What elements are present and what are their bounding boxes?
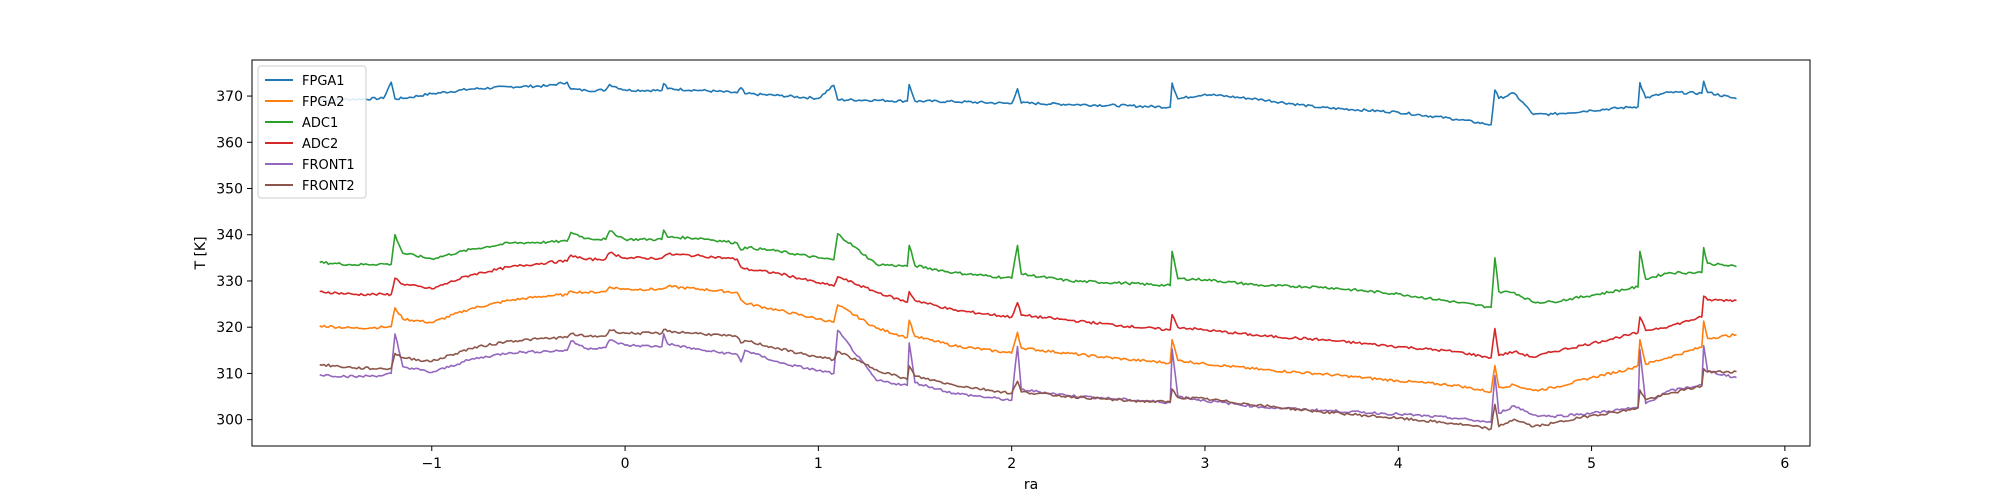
x-tick-label: 6 xyxy=(1780,456,1789,472)
y-axis-label: T [K] xyxy=(193,236,209,270)
y-tick-label: 300 xyxy=(216,413,243,429)
series-line-adc2 xyxy=(319,251,1737,360)
x-tick-label: 2 xyxy=(1007,456,1016,472)
x-axis-label: ra xyxy=(1024,477,1038,493)
y-tick-label: 340 xyxy=(216,228,243,244)
series-line-fpga2 xyxy=(319,284,1737,394)
y-tick-label: 350 xyxy=(216,182,243,198)
x-tick-label: 4 xyxy=(1394,456,1403,472)
legend-label: ADC1 xyxy=(302,116,338,131)
legend: FPGA1 FPGA2 ADC1 ADC2 FRONT1 FRONT2 xyxy=(257,65,367,199)
series-line-front1 xyxy=(319,329,1737,424)
series-lines xyxy=(319,80,1737,431)
series-line-front2 xyxy=(319,328,1737,431)
y-axis-ticks: 300 310 320 330 340 350 360 370 xyxy=(216,89,252,429)
legend-label: FPGA2 xyxy=(302,95,345,110)
x-tick-label: 0 xyxy=(621,456,630,472)
y-tick-label: 310 xyxy=(216,366,243,382)
y-tick-label: 370 xyxy=(216,89,243,105)
series-line-adc1 xyxy=(319,229,1737,309)
x-tick-label: −1 xyxy=(421,456,442,472)
legend-label: FRONT2 xyxy=(302,179,355,194)
y-tick-label: 320 xyxy=(216,320,243,336)
x-tick-label: 5 xyxy=(1587,456,1596,472)
legend-label: FPGA1 xyxy=(302,74,345,89)
legend-label: FRONT1 xyxy=(302,158,355,173)
y-tick-label: 360 xyxy=(216,135,243,151)
x-tick-label: 1 xyxy=(814,456,823,472)
plot-area-frame xyxy=(251,59,1811,447)
y-tick-label: 330 xyxy=(216,274,243,290)
series-line-fpga1 xyxy=(319,80,1737,126)
x-axis-ticks: −1 0 1 2 3 4 5 6 xyxy=(421,446,1789,472)
x-tick-label: 3 xyxy=(1201,456,1210,472)
legend-label: ADC2 xyxy=(302,137,338,152)
